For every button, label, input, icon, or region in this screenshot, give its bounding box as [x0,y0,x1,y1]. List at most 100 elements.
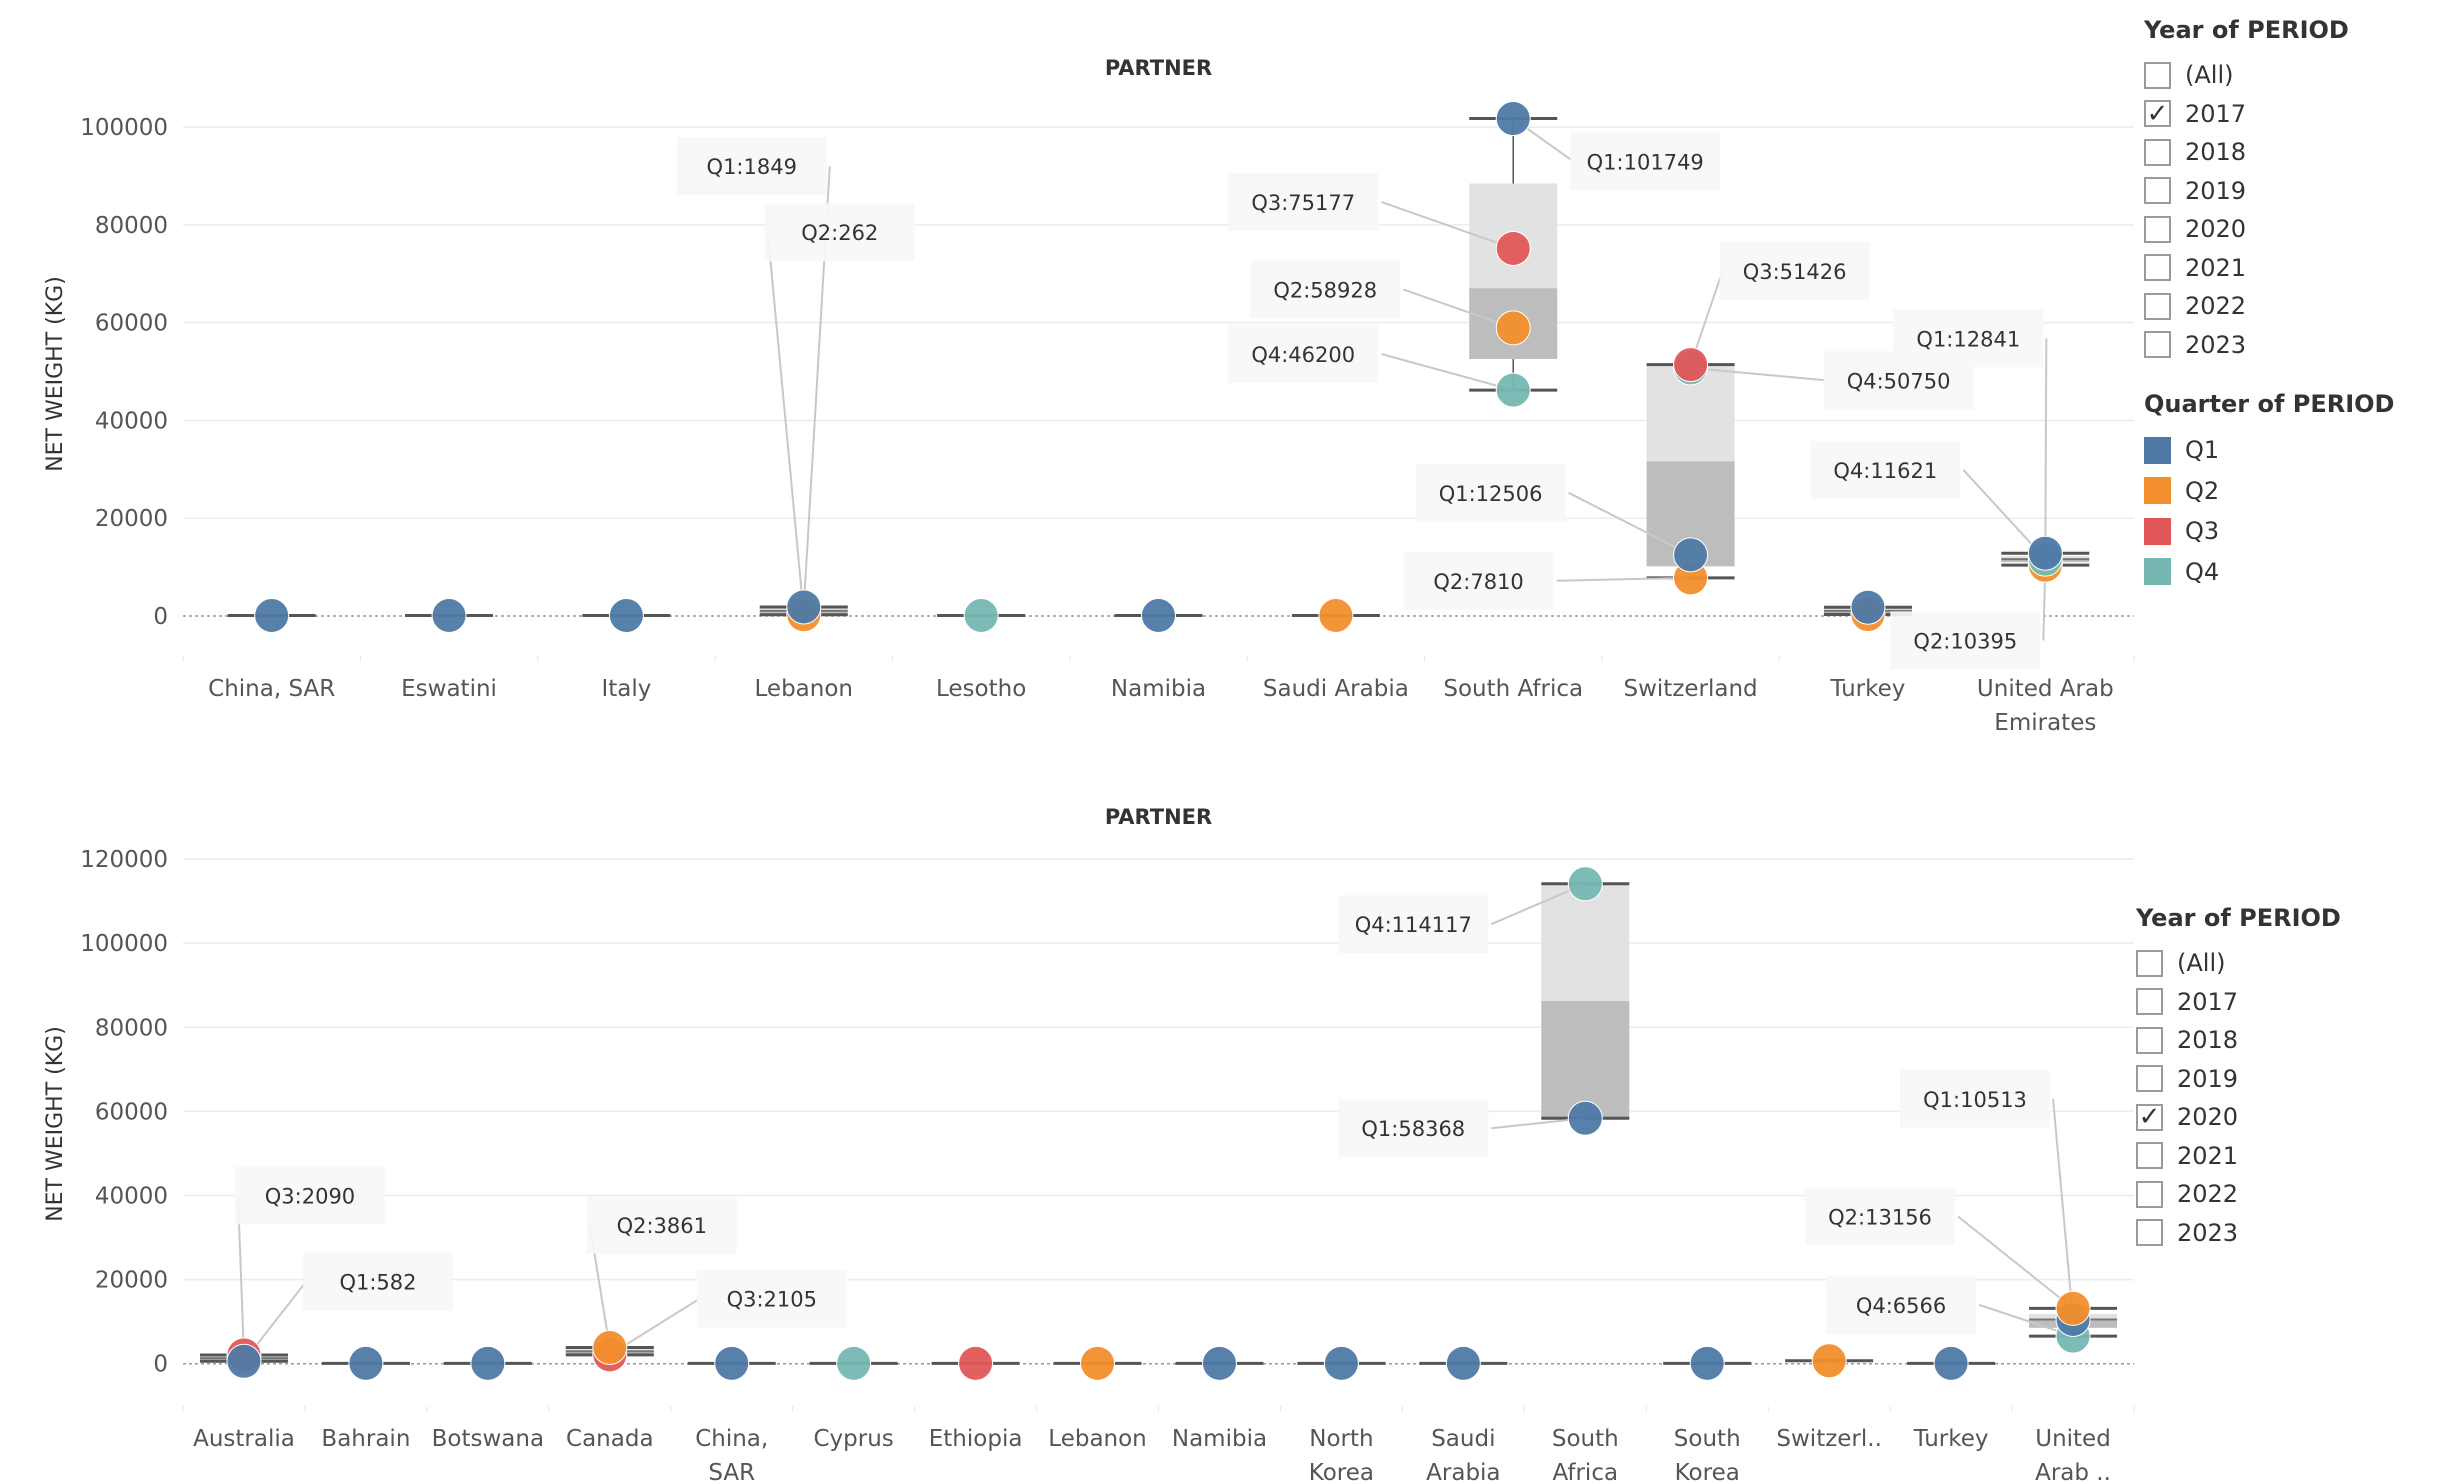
data-point-q2 [1080,1345,1116,1381]
annotation-leader [1380,352,1514,392]
year-option[interactable]: 2022 [2144,287,2349,326]
annotation-leader [1380,200,1514,250]
annotation-label: Q1:1849 [707,155,797,179]
category-label: Bahrain [321,1426,410,1452]
annotation-label: Q2:13156 [1828,1206,1932,1230]
checkbox-icon[interactable] [2144,331,2171,359]
annotation: Q2:7810 [1403,551,1554,610]
checkbox-icon[interactable] [2136,1180,2163,1208]
quarter-legend-item[interactable]: Q2 [2144,471,2394,512]
checkbox-icon[interactable] [2144,215,2171,243]
data-point-q1 [1567,1100,1603,1136]
annotation-label: Q3:2090 [265,1185,355,1209]
checkbox-icon[interactable] [2136,1219,2163,1247]
data-point-q3 [958,1345,994,1381]
annotation-box [1826,1275,1977,1334]
year-option-label: 2023 [2185,330,2247,359]
year-option[interactable]: 2017 [2136,983,2341,1022]
checkbox-icon[interactable] [2144,138,2171,166]
quarter-legend-item[interactable]: Q1 [2144,430,2394,471]
category-label: Cyprus [814,1426,894,1452]
annotation-box [302,1252,453,1311]
category-label: Arabia [1426,1460,1500,1484]
annotation-quarter: Q4: [1847,369,1884,393]
category-label: South [1674,1426,1741,1452]
y-tick-label: 120000 [80,847,168,873]
annotation-label: Q3:51426 [1743,260,1847,284]
year-option[interactable]: ✓ 2017 [2144,95,2349,134]
chart-1: PARTNER NET WEIGHT (KG) 0 20000 40000 60000 80… [43,56,2135,736]
annotation-box [1338,1099,1489,1158]
category-label: China, SAR [208,676,335,702]
annotation: Q1:10513 [1900,1069,2051,1128]
year-option[interactable]: 2023 [2144,326,2349,365]
checkbox-icon[interactable] [2136,988,2163,1016]
year-option-label: (All) [2177,949,2226,978]
category-label: Korea [1309,1460,1374,1484]
y-tick-label: 60000 [95,311,168,337]
y-tick-label: 100000 [80,115,168,141]
annotation: Q1:101749 [1570,132,1721,191]
quarter-legend-item[interactable]: Q4 [2144,552,2394,593]
year-option[interactable]: 2022 [2136,1175,2341,1214]
color-swatch [2144,558,2171,586]
annotation-box [1228,324,1379,383]
year-option[interactable]: ✓ 2020 [2136,1098,2341,1137]
category-label: Arab .. [2035,1460,2111,1484]
annotation-quarter: Q2: [1273,278,1310,302]
annotation: Q3:2090 [234,1166,385,1225]
year-option[interactable]: 2018 [2136,1021,2341,1060]
quarter-legend-item[interactable]: Q3 [2144,511,2394,552]
year-option[interactable]: 2018 [2144,133,2349,172]
year-option[interactable]: 2020 [2144,210,2349,249]
annotation: Q2:10395 [1890,611,2041,670]
checkbox-checked-icon[interactable]: ✓ [2144,100,2171,128]
year-option-label: (All) [2185,61,2234,90]
category-label: South Africa [1443,676,1583,702]
category-label: Namibia [1172,1426,1267,1452]
checkbox-icon[interactable] [2144,177,2171,205]
checkbox-checked-icon[interactable]: ✓ [2136,1103,2163,1131]
year-option[interactable]: 2023 [2136,1214,2341,1253]
annotation: Q2:58928 [1250,260,1401,319]
year-option[interactable]: (All) [2144,56,2349,95]
year-option[interactable]: 2021 [2136,1137,2341,1176]
checkbox-icon[interactable] [2144,254,2171,282]
annotation-box [1415,463,1566,522]
year-filter-2017: Year of PERIOD (All) ✓ 2017 2018 2019 2020 202… [2144,16,2349,364]
year-option[interactable]: 2021 [2144,249,2349,288]
year-option[interactable]: 2019 [2136,1060,2341,1099]
checkbox-icon[interactable] [2144,61,2171,89]
checkbox-icon[interactable] [2136,949,2163,977]
year-filter-title: Year of PERIOD [2136,904,2341,932]
data-point-q3 [1495,230,1531,266]
y-tick-label: 80000 [95,1015,168,1041]
y-tick-label: 60000 [95,1099,168,1125]
data-point-q1 [2027,535,2063,571]
year-option[interactable]: 2019 [2144,172,2349,211]
annotation: Q3:75177 [1228,172,1379,231]
year-option[interactable]: (All) [2136,944,2341,983]
annotation-value: 1849 [744,155,797,179]
annotation-value: 50750 [1884,369,1951,393]
annotation: Q4:46200 [1228,324,1379,383]
y-tick-label: 80000 [95,213,168,239]
annotation: Q1:582 [302,1252,453,1311]
data-point-q4 [836,1345,872,1381]
annotation-quarter: Q2: [1828,1206,1865,1230]
annotation-box [1228,172,1379,231]
checkbox-icon[interactable] [2136,1026,2163,1054]
checkbox-icon[interactable] [2136,1142,2163,1170]
annotation-value: 58928 [1310,278,1377,302]
annotation-value: 10513 [1960,1088,2027,1112]
annotation-quarter: Q2: [801,221,838,245]
category-label: South [1552,1426,1619,1452]
year-option-label: 2018 [2177,1026,2239,1055]
checkbox-icon[interactable] [2144,292,2171,320]
annotation-label: Q1:12506 [1439,482,1543,506]
annotation: Q3:51426 [1719,241,1870,300]
checkbox-icon[interactable] [2136,1065,2163,1093]
annotation-value: 11621 [1870,459,1937,483]
annotation: Q4:114117 [1338,895,1489,954]
data-point-q1 [1689,1345,1725,1381]
